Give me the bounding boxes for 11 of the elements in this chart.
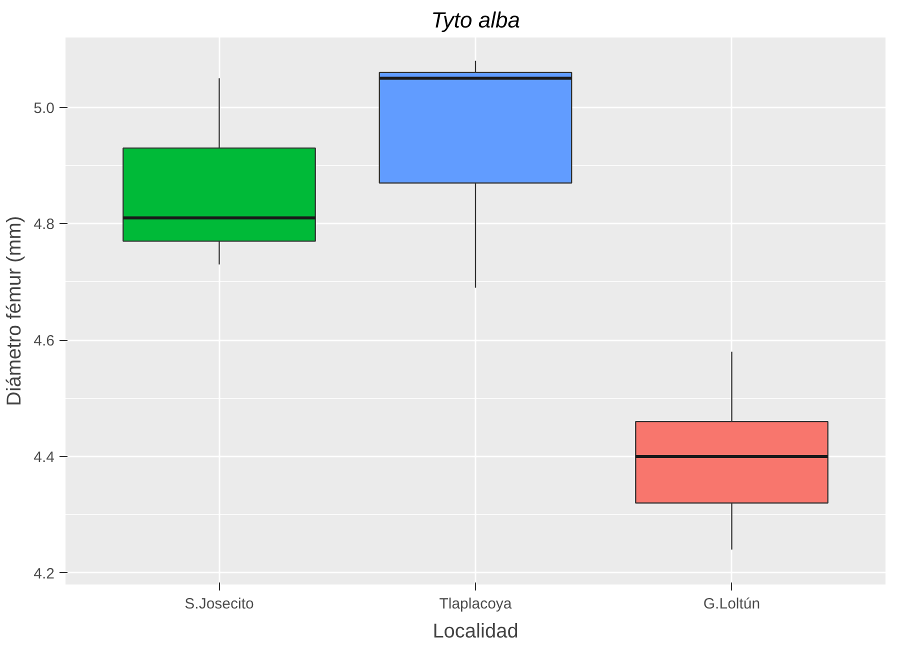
y-axis-title: Diámetro fémur (mm) — [4, 216, 26, 406]
y-tick-label: 4.6 — [34, 332, 55, 350]
y-tick-label: 5.0 — [34, 100, 55, 117]
y-tick-label: 4.4 — [34, 448, 55, 466]
chart-title: Tyto alba — [431, 8, 520, 32]
y-tick-label: 4.8 — [34, 216, 55, 234]
x-tick-label: S.Josecito — [184, 596, 254, 612]
x-axis-title: Localidad — [432, 620, 518, 642]
x-tick-label: G.Loltún — [703, 596, 760, 612]
x-tick-label: Tlaplacoya — [439, 596, 512, 612]
y-tick-label: 4.2 — [34, 565, 55, 582]
